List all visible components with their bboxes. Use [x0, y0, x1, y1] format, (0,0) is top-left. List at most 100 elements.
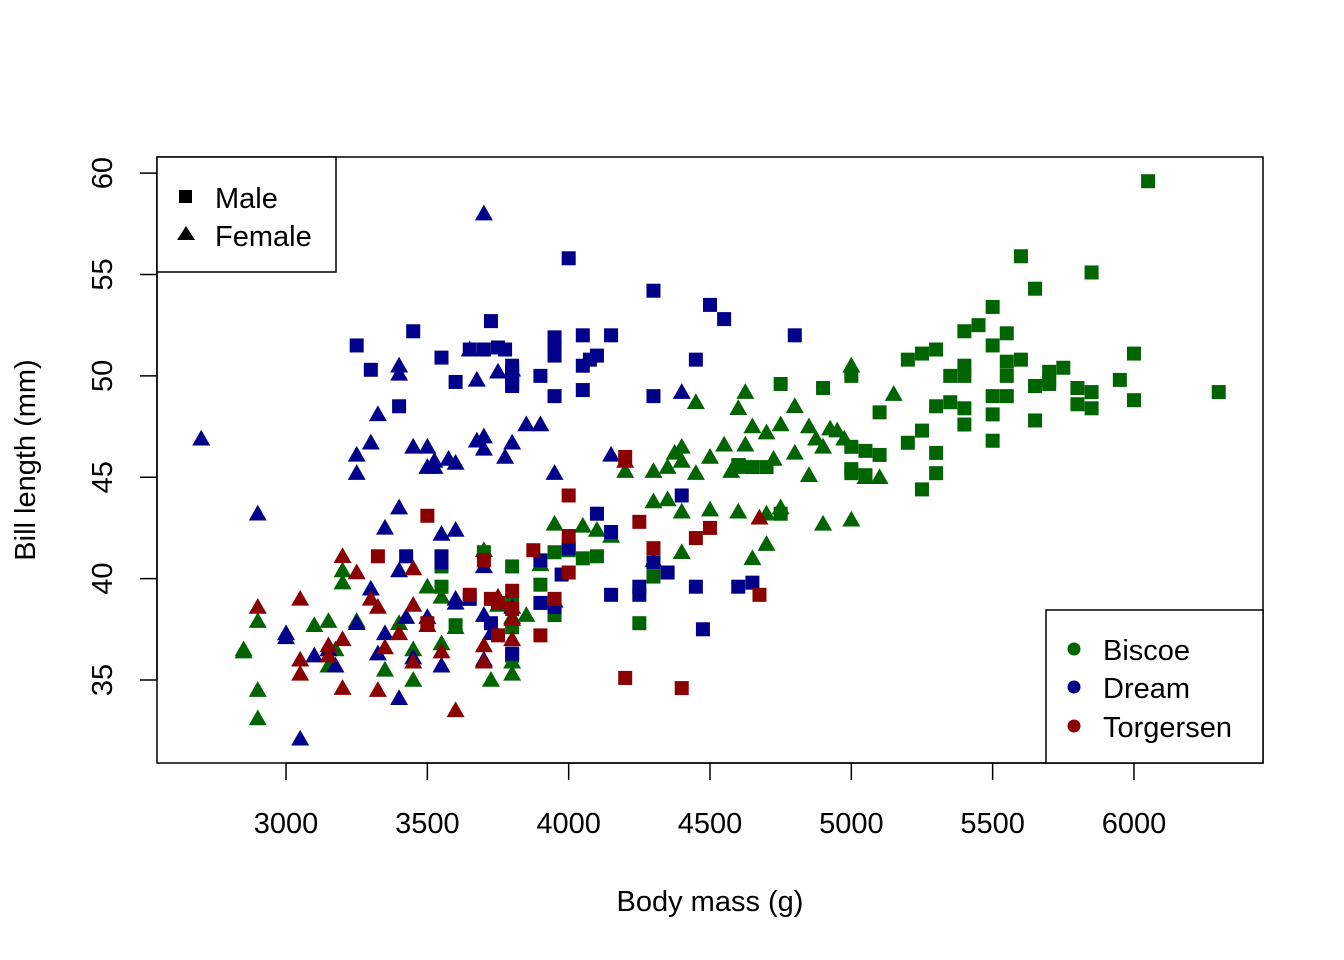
point-female [333, 679, 352, 695]
point-female [390, 689, 409, 705]
point-male [505, 602, 520, 617]
point-male [985, 299, 1000, 314]
point-male [462, 587, 477, 602]
point-male [1084, 401, 1099, 416]
point-female [474, 427, 493, 444]
point-male [399, 549, 414, 564]
point-female [736, 458, 755, 474]
point-female [814, 437, 833, 454]
point-male [547, 389, 562, 404]
point-female [291, 664, 310, 681]
point-male [646, 569, 661, 584]
y-tick-label: 60 [87, 157, 119, 189]
point-male [406, 324, 421, 339]
point-male [632, 587, 647, 602]
point-female [474, 204, 493, 221]
point-female [347, 563, 366, 580]
point-male [491, 628, 506, 643]
legend-label-male: Male [215, 183, 278, 215]
point-female [397, 608, 416, 624]
point-female [390, 364, 409, 381]
point-female [361, 433, 380, 450]
point-male [505, 559, 520, 574]
point-female [644, 462, 663, 478]
point-male [1028, 281, 1043, 296]
shape-legend-box [156, 156, 337, 273]
point-male [900, 435, 915, 450]
point-female [771, 498, 790, 515]
point-male [985, 407, 1000, 422]
point-male [448, 374, 463, 389]
x-tick-label: 3000 [254, 808, 319, 840]
point-male [604, 328, 619, 343]
point-female [404, 595, 423, 612]
point-female [799, 466, 818, 482]
point-female [368, 405, 387, 422]
legend-dot-biscoe [1067, 642, 1081, 656]
point-female [531, 415, 550, 432]
point-female [517, 606, 536, 622]
point-male [1013, 249, 1028, 264]
point-female [856, 468, 875, 484]
point-female [418, 577, 437, 594]
x-axis-title: Body mass (g) [617, 886, 804, 918]
point-female [404, 640, 423, 657]
color-legend: Biscoe Dream Torgersen [1045, 609, 1264, 764]
point-female [503, 433, 522, 450]
point-female [248, 612, 267, 628]
point-female [432, 587, 451, 604]
point-female [806, 429, 825, 446]
point-male [575, 358, 590, 373]
x-tick-label: 4500 [678, 808, 743, 840]
point-female [467, 370, 486, 387]
point-female [644, 492, 663, 509]
point-female [743, 417, 762, 434]
point-male [1126, 346, 1141, 361]
point-male [703, 520, 717, 535]
point-female [503, 610, 522, 626]
point-male [646, 389, 661, 404]
point-female [481, 670, 500, 687]
point-male [999, 368, 1014, 383]
point-male [561, 565, 576, 580]
point-male [533, 628, 548, 643]
point-male [717, 312, 732, 327]
point-male [632, 616, 647, 631]
point-male [1070, 381, 1085, 396]
point-female [418, 616, 437, 632]
point-male [985, 338, 1000, 353]
point-female [503, 360, 522, 377]
point-female [375, 624, 394, 641]
legend-label-torgersen: Torgersen [1103, 712, 1232, 744]
point-male [957, 368, 972, 383]
legend-label-biscoe: Biscoe [1103, 635, 1190, 667]
point-female [750, 508, 769, 525]
point-female [319, 646, 338, 663]
point-male [1056, 360, 1071, 375]
point-female [361, 579, 380, 596]
point-female [248, 597, 267, 614]
point-male [1084, 265, 1099, 280]
legend-dot-torgersen [1067, 719, 1081, 733]
point-female [835, 429, 854, 446]
point-female [736, 435, 755, 452]
point-female [842, 356, 861, 373]
point-male [957, 417, 972, 432]
point-female [333, 547, 352, 564]
point-male [929, 466, 944, 481]
point-male [999, 326, 1014, 341]
y-tick-label: 45 [87, 461, 119, 493]
point-female [404, 437, 423, 454]
point-female [686, 464, 705, 480]
point-male [1070, 397, 1085, 412]
point-male [370, 549, 385, 564]
point-female [347, 614, 366, 630]
point-female [432, 634, 451, 651]
point-male [547, 545, 562, 560]
point-male [547, 348, 562, 363]
point-female [474, 541, 493, 557]
point-female [701, 447, 719, 464]
point-male [420, 508, 435, 523]
point-male [434, 350, 449, 365]
point-male [632, 514, 647, 529]
